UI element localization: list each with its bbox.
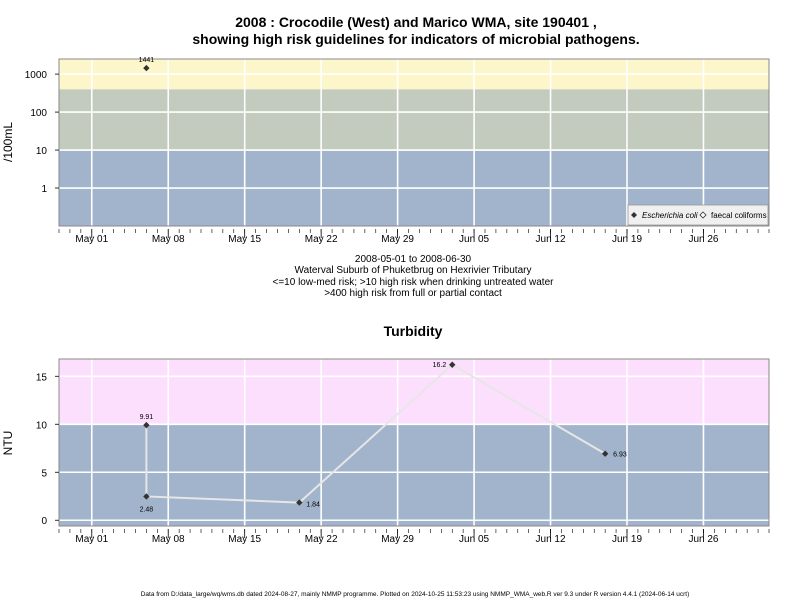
main-title-line2: showing high risk guidelines for indicat… [192,31,639,47]
panel1-ylabel: /100mL [1,122,15,162]
data-point [296,499,303,506]
legend-faecal-label: faecal coliforms [711,211,767,220]
x-tick-label: Jun 05 [459,234,489,245]
x-tick-label: May 15 [228,234,261,245]
x-tick-label: May 08 [152,534,185,545]
y-tick-label: 0 [41,516,47,527]
x-tick-label: May 15 [228,534,261,545]
microbial-panel: /100mL 1 10 100 1000 May 01 May 08 May 15 May 2… [1,57,770,245]
x-tick-label: Jun 19 [612,234,642,245]
panel2-ylabel: NTU [1,431,15,456]
info-line-date-range: 2008-05-01 to 2008-06-30 [355,254,472,265]
info-line-guideline2: >400 high risk from full or partial cont… [324,288,502,299]
y-tick-label: 1 [41,184,47,195]
risk-band-1 [59,424,769,526]
data-label: 9.91 [140,414,154,421]
legend-ecoli-marker [631,212,637,218]
x-tick-label: May 22 [305,534,338,545]
panel1-frame [58,58,770,227]
y-tick-label: 10 [36,420,48,431]
turbidity-panel: NTU 0 5 10 15 May 01 May 08 May 15 May 22 May 29… [1,358,770,545]
legend-box [627,204,769,226]
x-tick-label: Jun 05 [459,534,489,545]
data-point [449,361,456,368]
x-tick-label: May 22 [305,234,338,245]
y-tick-label: 1000 [25,70,48,81]
y-tick-label: 10 [36,146,48,157]
data-point [143,493,150,500]
footer-note: Data from D:/data_large/wq/wms.db dated … [141,591,690,598]
data-label: 2.48 [140,506,154,513]
info-line-guideline1: <=10 low-med risk; >10 high risk when dr… [273,277,555,288]
main-title-line1: 2008 : Crocodile (West) and Marico WMA, … [235,14,597,30]
x-tick-label: Jun 19 [612,534,642,545]
data-label: 1.84 [306,502,320,509]
x-tick-label: Jun 26 [688,234,718,245]
x-tick-label: Jun 12 [536,234,566,245]
risk-band-2 [59,359,769,425]
legend: Escherichia coli faecal coliforms [627,204,769,226]
y-tick-label: 15 [36,372,48,383]
data-label: 16.2 [433,362,447,369]
turbidity-title: Turbidity [384,323,443,339]
x-tick-label: May 01 [75,234,108,245]
data-label: 1441 [139,57,155,64]
data-point [143,421,150,429]
x-tick-label: Jun 12 [536,534,566,545]
x-tick-label: May 01 [75,534,108,545]
x-tick-label: Jun 26 [688,534,718,545]
risk-band-2 [59,89,769,151]
data-label: 6.93 [613,452,627,459]
y-tick-label: 5 [41,468,47,479]
panel2-frame [58,358,770,527]
legend-faecal-marker [699,211,707,219]
x-tick-label: May 08 [152,234,185,245]
y-tick-label: 100 [30,108,47,119]
x-tick-label: May 29 [381,534,414,545]
legend-ecoli-label: Escherichia coli [642,211,698,220]
data-point [601,450,609,457]
x-tick-label: May 29 [381,234,414,245]
info-line-site: Waterval Suburb of Phuketbrug on Hexrivi… [295,265,532,276]
data-point [143,64,150,72]
